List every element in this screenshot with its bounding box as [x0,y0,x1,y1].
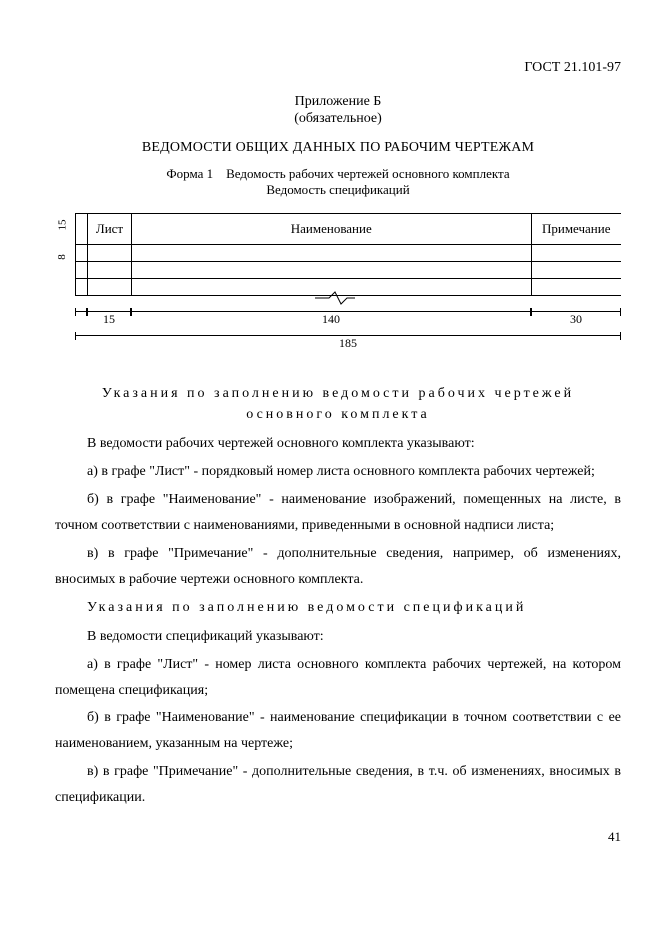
paragraph: а) в графе "Лист" - номер листа основног… [55,652,621,704]
paragraph: В ведомости спецификаций указывают: [55,624,621,650]
paragraph: в) в графе "Примечание" - дополнительные… [55,759,621,811]
form-title-1: Ведомость рабочих чертежей основного ком… [226,166,510,181]
table-wrap: Лист Наименование Примечание [75,213,621,296]
spec-table: Лист Наименование Примечание [75,213,621,296]
section1-title-line1: Указания по заполнению ведомости рабочих… [102,386,574,401]
dim-col-140: 140 [131,311,531,328]
section1-title: Указания по заполнению ведомости рабочих… [55,383,621,425]
dim-total-185: 185 [75,335,621,352]
dim-header-height: 15 [55,219,69,231]
section2-title: Указания по заполнению ведомости специфи… [55,597,621,618]
paragraph: В ведомости рабочих чертежей основного к… [55,431,621,457]
form-header: Форма 1 Ведомость рабочих чертежей основ… [55,166,621,200]
dim-col-15: 15 [87,311,131,328]
appendix-kind: (обязательное) [55,111,621,128]
table-tag-col [76,214,88,245]
appendix-label: Приложение Б [55,94,621,111]
dim-tag-col [75,311,87,328]
table-row [76,245,622,262]
paragraph: в) в графе "Примечание" - дополнительные… [55,541,621,593]
break-line-icon [315,291,355,305]
form-table-diagram: 15 8 Лист Наименование Примечание [55,213,621,373]
col-name-header: Наименование [132,214,532,245]
form-label: Форма 1 [166,166,213,181]
dim-col-30: 30 [531,311,621,328]
paragraph: б) в графе "Наименование" - наименование… [55,487,621,539]
col-note-header: Примечание [531,214,621,245]
gost-code: ГОСТ 21.101-97 [55,60,621,76]
paragraph: б) в графе "Наименование" - наименование… [55,705,621,757]
dim-row-cols: 15 140 30 [75,311,621,328]
section1-title-line2: основного комплекта [246,407,430,422]
table-header-row: Лист Наименование Примечание [76,214,622,245]
dim-row-height: 8 [55,251,69,263]
page: ГОСТ 21.101-97 Приложение Б (обязательно… [0,0,661,885]
page-number: 41 [55,829,621,845]
form-title-2: Ведомость спецификаций [266,182,409,197]
table-row [76,262,622,279]
col-list-header: Лист [88,214,132,245]
appendix-block: Приложение Б (обязательное) [55,94,621,128]
paragraph: а) в графе "Лист" - порядковый номер лис… [55,459,621,485]
main-title: ВЕДОМОСТИ ОБЩИХ ДАННЫХ ПО РАБОЧИМ ЧЕРТЕЖ… [55,140,621,156]
